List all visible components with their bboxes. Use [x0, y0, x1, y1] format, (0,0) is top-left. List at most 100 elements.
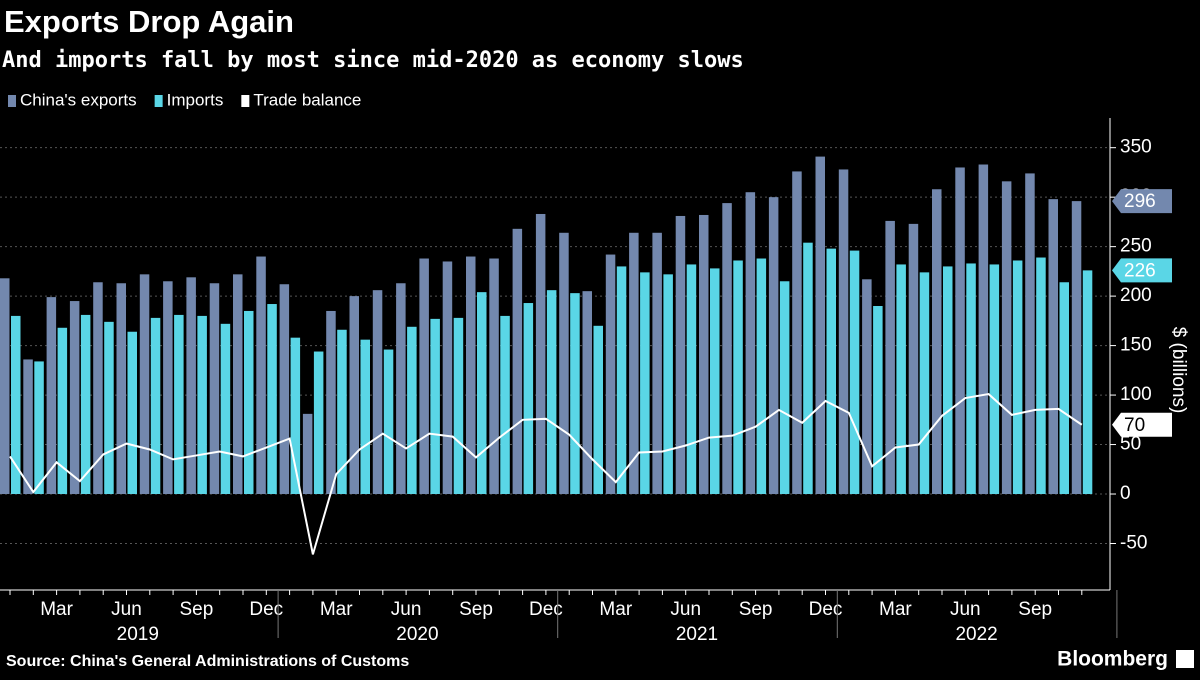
value-label: 226 [1124, 260, 1156, 281]
bar [826, 248, 836, 495]
bar [943, 266, 953, 495]
bar [675, 215, 686, 495]
bar [1059, 282, 1069, 495]
bar [873, 306, 883, 495]
bar [862, 279, 872, 495]
bar [337, 329, 347, 495]
value-label: 70 [1124, 415, 1145, 436]
bar [396, 283, 406, 495]
y-tick-label: 350 [1120, 137, 1152, 158]
x-tick-label: Dec [809, 599, 843, 620]
legend-label: China's exports [20, 90, 137, 109]
y-axis-label: $ (billions) [1168, 327, 1189, 414]
bar [1036, 257, 1046, 495]
bar [0, 278, 10, 495]
bar [174, 314, 184, 495]
bar [1001, 181, 1012, 495]
bar [302, 413, 313, 495]
bar [34, 361, 44, 495]
value-label: 296 [1124, 191, 1156, 212]
chart-title: Exports Drop Again [4, 4, 294, 39]
bar [663, 274, 673, 495]
bar [989, 264, 1000, 495]
x-group-label: 2022 [955, 624, 997, 645]
bar [489, 258, 499, 495]
bar [46, 297, 57, 495]
x-tick-label: Jun [391, 599, 422, 620]
bar [768, 197, 779, 495]
bar [605, 254, 616, 495]
value-badge [1112, 189, 1172, 214]
bar [466, 256, 476, 495]
bar [546, 290, 557, 495]
bar [69, 301, 80, 495]
bar [116, 283, 126, 495]
bar [745, 192, 756, 495]
bar [279, 284, 290, 495]
brand-icon [1176, 650, 1194, 668]
bar [139, 274, 150, 495]
value-badge [1112, 258, 1172, 283]
bar [919, 272, 930, 495]
bar [932, 189, 942, 495]
bar [722, 203, 732, 495]
bar [93, 282, 103, 495]
bar [313, 351, 324, 495]
y-tick-label: 100 [1120, 384, 1152, 405]
bar [57, 327, 68, 495]
bar [290, 337, 301, 495]
bar [756, 258, 767, 495]
bar [163, 281, 173, 495]
x-tick-label: Sep [179, 599, 213, 620]
bar [815, 156, 825, 495]
x-tick-label: Mar [40, 599, 73, 620]
line [9, 393, 1083, 555]
bar [500, 315, 510, 495]
legend-swatch [8, 95, 16, 107]
bar [186, 277, 196, 495]
bar [1048, 199, 1058, 495]
x-tick-label: Sep [459, 599, 493, 620]
bar [838, 169, 849, 495]
bar [11, 315, 21, 495]
x-tick-label: Jun [111, 599, 142, 620]
bar [1071, 201, 1082, 495]
legend-label: Trade balance [253, 90, 361, 109]
x-tick-label: Mar [879, 599, 912, 620]
bar [1082, 270, 1093, 495]
x-tick-label: Sep [739, 599, 773, 620]
x-group-label: 2019 [117, 624, 159, 645]
bar [360, 339, 370, 495]
value-badge [1112, 412, 1172, 437]
bar [616, 266, 627, 495]
bar [477, 292, 487, 495]
bar [197, 315, 207, 495]
bar [523, 303, 534, 495]
bar [652, 232, 662, 495]
bar [629, 232, 639, 495]
bar [535, 213, 546, 495]
legend-swatch [241, 95, 250, 107]
bar [430, 318, 440, 495]
chart-subtitle: And imports fall by most since mid-2020 … [2, 48, 744, 73]
bar [908, 223, 919, 495]
bar [1012, 260, 1023, 495]
bar [849, 250, 860, 495]
bar [150, 317, 161, 495]
bar [885, 220, 895, 495]
bar [978, 164, 989, 495]
bar [80, 314, 91, 495]
y-tick-label: -50 [1120, 533, 1147, 554]
bar [383, 349, 394, 495]
bar [372, 290, 383, 495]
x-group-label: 2021 [676, 624, 718, 645]
bar [593, 325, 603, 495]
bar [104, 321, 114, 495]
x-tick-label: Mar [320, 599, 353, 620]
bar [896, 264, 906, 495]
y-tick-label: 250 [1120, 236, 1152, 257]
bar [407, 326, 417, 495]
bar [966, 263, 976, 495]
bar [779, 281, 790, 495]
bar [792, 171, 802, 495]
